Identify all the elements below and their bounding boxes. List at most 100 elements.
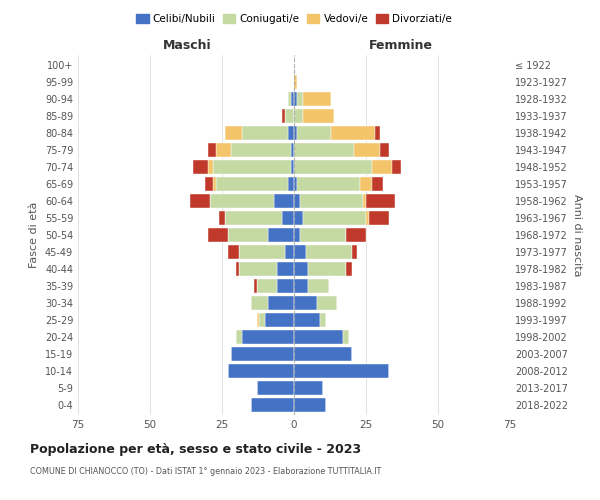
Bar [230, 143, 291, 157]
Bar [242, 330, 294, 344]
Bar [214, 177, 216, 191]
Bar [257, 279, 277, 293]
Bar [308, 262, 346, 276]
Bar [214, 160, 291, 174]
Bar [294, 313, 320, 327]
Bar [236, 262, 239, 276]
Bar [297, 92, 302, 106]
Bar [294, 228, 300, 242]
Bar [366, 194, 395, 208]
Bar [294, 126, 297, 140]
Bar [257, 381, 294, 395]
Bar [294, 296, 317, 310]
Bar [302, 92, 331, 106]
Text: Maschi: Maschi [163, 38, 212, 52]
Bar [283, 109, 286, 123]
Bar [372, 177, 383, 191]
Bar [208, 160, 214, 174]
Bar [251, 398, 294, 412]
Text: Popolazione per età, sesso e stato civile - 2023: Popolazione per età, sesso e stato civil… [30, 442, 361, 456]
Bar [305, 245, 352, 259]
Bar [294, 143, 355, 157]
Bar [288, 126, 294, 140]
Bar [208, 228, 228, 242]
Bar [225, 211, 283, 225]
Bar [294, 381, 323, 395]
Bar [205, 177, 214, 191]
Bar [291, 160, 294, 174]
Bar [294, 177, 297, 191]
Bar [190, 194, 211, 208]
Text: Femmine: Femmine [368, 38, 433, 52]
Bar [294, 398, 326, 412]
Bar [193, 160, 208, 174]
Bar [363, 194, 366, 208]
Bar [277, 262, 294, 276]
Bar [228, 364, 294, 378]
Bar [331, 126, 374, 140]
Bar [251, 296, 268, 310]
Bar [257, 313, 259, 327]
Bar [288, 92, 291, 106]
Bar [294, 279, 308, 293]
Bar [346, 228, 366, 242]
Bar [343, 330, 349, 344]
Bar [230, 347, 294, 361]
Bar [294, 262, 308, 276]
Bar [380, 143, 389, 157]
Bar [291, 92, 294, 106]
Bar [300, 194, 363, 208]
Bar [300, 228, 346, 242]
Bar [294, 92, 297, 106]
Bar [374, 126, 380, 140]
Bar [360, 177, 372, 191]
Bar [239, 245, 286, 259]
Bar [346, 262, 352, 276]
Bar [254, 279, 257, 293]
Bar [294, 109, 302, 123]
Bar [236, 330, 242, 344]
Bar [219, 211, 225, 225]
Bar [265, 313, 294, 327]
Bar [208, 143, 216, 157]
Bar [228, 228, 268, 242]
Bar [302, 109, 334, 123]
Bar [259, 313, 265, 327]
Y-axis label: Fasce di età: Fasce di età [29, 202, 39, 268]
Legend: Celibi/Nubili, Coniugati/e, Vedovi/e, Divorziati/e: Celibi/Nubili, Coniugati/e, Vedovi/e, Di… [132, 10, 456, 29]
Bar [242, 126, 288, 140]
Bar [369, 211, 389, 225]
Bar [228, 245, 239, 259]
Bar [211, 194, 274, 208]
Bar [366, 211, 369, 225]
Text: COMUNE DI CHIANOCCO (TO) - Dati ISTAT 1° gennaio 2023 - Elaborazione TUTTITALIA.: COMUNE DI CHIANOCCO (TO) - Dati ISTAT 1°… [30, 468, 381, 476]
Bar [294, 194, 300, 208]
Bar [294, 364, 389, 378]
Y-axis label: Anni di nascita: Anni di nascita [572, 194, 582, 276]
Bar [283, 211, 294, 225]
Bar [274, 194, 294, 208]
Bar [216, 177, 288, 191]
Bar [268, 228, 294, 242]
Bar [294, 245, 305, 259]
Bar [286, 109, 294, 123]
Bar [392, 160, 401, 174]
Bar [302, 211, 366, 225]
Bar [297, 177, 360, 191]
Bar [268, 296, 294, 310]
Bar [294, 75, 297, 89]
Bar [225, 126, 242, 140]
Bar [288, 177, 294, 191]
Bar [294, 330, 343, 344]
Bar [355, 143, 380, 157]
Bar [372, 160, 392, 174]
Bar [317, 296, 337, 310]
Bar [216, 143, 230, 157]
Bar [291, 143, 294, 157]
Bar [294, 347, 352, 361]
Bar [294, 211, 302, 225]
Bar [352, 245, 358, 259]
Bar [277, 279, 294, 293]
Bar [294, 160, 372, 174]
Bar [320, 313, 326, 327]
